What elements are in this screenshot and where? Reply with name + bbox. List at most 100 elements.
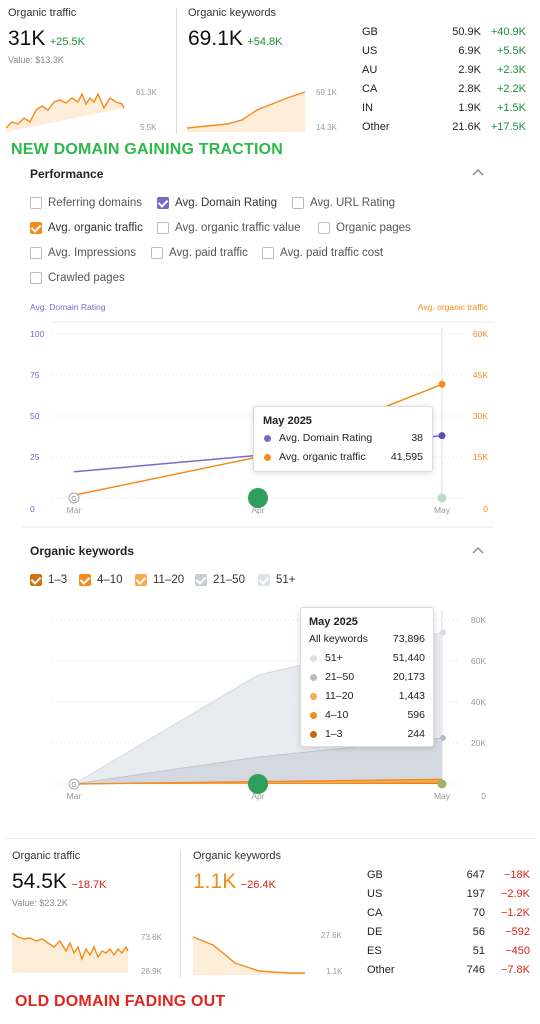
country-row[interactable]: Other 746 −7.8K [367,964,530,983]
checkbox-unchecked-icon[interactable] [30,272,42,284]
checkbox-checked-icon[interactable] [157,197,169,209]
country-value: 1.9K [458,102,481,114]
checkbox-avg-paid-traffic-cost[interactable]: Avg. paid traffic cost [262,247,383,259]
country-row[interactable]: Other 21.6K +17.5K [362,121,526,140]
area-21-50 [74,737,442,784]
tooltip-row: 21–50 20,173 [309,669,425,688]
checkbox-51-[interactable]: 51+ [258,574,296,586]
country-value: 647 [466,869,485,881]
tooltip-row-value: 1,443 [398,690,425,702]
checkbox-checked-icon[interactable] [258,574,270,586]
country-row[interactable]: CA 70 −1.2K [367,907,530,926]
checkbox-unchecked-icon[interactable] [157,222,169,234]
country-delta: −592 [505,926,530,938]
annotation-marker-icon[interactable]: G [68,778,80,790]
tooltip-row-value: 73,896 [392,633,425,645]
country-row[interactable]: GB 647 −18K [367,869,530,888]
x-axis-tick: Apr [251,505,264,515]
new-organic-keywords-value-row: 69.1K +54.8K [188,27,283,51]
country-delta: +1.5K [496,102,526,114]
old-organic-traffic-value: 54.5K [12,870,67,893]
new-organic-traffic-delta: +25.5K [49,36,85,48]
country-delta: −450 [505,945,530,957]
left-axis-title: Avg. Domain Rating [30,302,106,312]
annotation-marker-icon[interactable] [248,774,268,794]
country-row[interactable]: AU 2.9K +2.3K [362,64,526,83]
tooltip-row: 11–20 1,443 [309,688,425,707]
banner-new-domain: NEW DOMAIN GAINING TRACTION [11,141,284,158]
old-organic-traffic-label: Organic traffic [12,850,81,862]
checkbox-checked-icon[interactable] [195,574,207,586]
country-delta: +40.9K [490,26,526,38]
country-row[interactable]: DE 56 −592 [367,926,530,945]
checkbox-4-10[interactable]: 4–10 [79,574,123,586]
checkbox-21-50[interactable]: 21–50 [195,574,245,586]
x-axis-tick: May [434,505,451,515]
keywords-collapse-chevron-icon[interactable] [472,543,484,557]
checkbox-checked-icon[interactable] [30,222,42,234]
checkbox-unchecked-icon[interactable] [30,247,42,259]
checkbox-1-3[interactable]: 1–3 [30,574,67,586]
tooltip-dot [310,731,317,738]
checkbox-unchecked-icon[interactable] [262,247,274,259]
country-row[interactable]: US 197 −2.9K [367,888,530,907]
country-code: GB [362,26,378,38]
country-value: 6.9K [458,45,481,57]
country-value: 21.6K [452,121,481,133]
data-point [438,432,446,440]
checkbox-avg-organic-traffic[interactable]: Avg. organic traffic [30,222,143,234]
checkbox-label: Avg. URL Rating [310,197,396,209]
annotation-marker-icon[interactable] [437,493,447,503]
performance-collapse-chevron-icon[interactable] [472,165,484,179]
checkbox-unchecked-icon[interactable] [318,222,330,234]
checkbox-avg-impressions[interactable]: Avg. Impressions [30,247,136,259]
checkbox-avg-organic-traffic-value[interactable]: Avg. organic traffic value [157,222,301,234]
old-organic-traffic-delta: −18.7K [71,879,107,891]
checkbox-checked-icon[interactable] [30,574,42,586]
country-value: 746 [466,964,485,976]
checkbox-crawled-pages[interactable]: Crawled pages [30,272,125,284]
country-row[interactable]: IN 1.9K +1.5K [362,102,526,121]
checkbox-avg-paid-traffic[interactable]: Avg. paid traffic [151,247,248,259]
checkbox-label: 1–3 [48,574,68,586]
checkbox-unchecked-icon[interactable] [30,197,42,209]
checkbox-referring-domains[interactable]: Referring domains [30,197,142,209]
tooltip-dot [310,712,317,719]
x-axis-tick: May [434,791,451,801]
old-organic-keywords-value: 1.1K [193,870,237,893]
checkbox-unchecked-icon[interactable] [151,247,163,259]
svg-text:G: G [71,496,76,503]
old-organic-keywords-delta: −26.4K [240,879,276,891]
country-code: DE [367,926,383,938]
checkbox-avg-url-rating[interactable]: Avg. URL Rating [292,197,395,209]
checkbox-avg-domain-rating[interactable]: Avg. Domain Rating [157,197,277,209]
annotation-marker-icon[interactable] [248,488,268,508]
tooltip-row-value: 244 [407,728,425,740]
new-keywords-min: 14.3K [316,123,337,132]
country-row[interactable]: CA 2.8K +2.2K [362,83,526,102]
country-row[interactable]: ES 51 −450 [367,945,530,964]
right-axis-tick: 0 [483,504,488,514]
tooltip-title: May 2025 [309,616,358,628]
checkbox-unchecked-icon[interactable] [292,197,304,209]
annotation-marker-icon[interactable]: G [68,492,80,504]
country-row[interactable]: GB 50.9K +40.9K [362,26,526,45]
data-point [438,380,446,388]
data-point [440,734,446,741]
checkbox-checked-icon[interactable] [79,574,91,586]
annotation-marker-icon[interactable] [437,779,447,789]
x-axis-tick: Mar [67,505,82,515]
country-value: 70 [472,907,485,919]
right-axis-tick: 15K [473,452,488,462]
old-organic-traffic-value-row: 54.5K −18.7K [12,870,107,894]
country-delta: −18K [504,869,530,881]
tooltip-row-value: 38 [411,432,423,444]
country-row[interactable]: US 6.9K +5.5K [362,45,526,64]
checkbox-organic-pages[interactable]: Organic pages [318,222,411,234]
checkbox-11-20[interactable]: 11–20 [135,574,184,586]
tooltip-row: 4–10 596 [309,707,425,726]
checkbox-checked-icon[interactable] [135,574,147,586]
country-value: 197 [466,888,485,900]
tooltip-row-name: 51+ [325,652,343,664]
checkbox-label: Avg. paid traffic cost [280,247,384,259]
